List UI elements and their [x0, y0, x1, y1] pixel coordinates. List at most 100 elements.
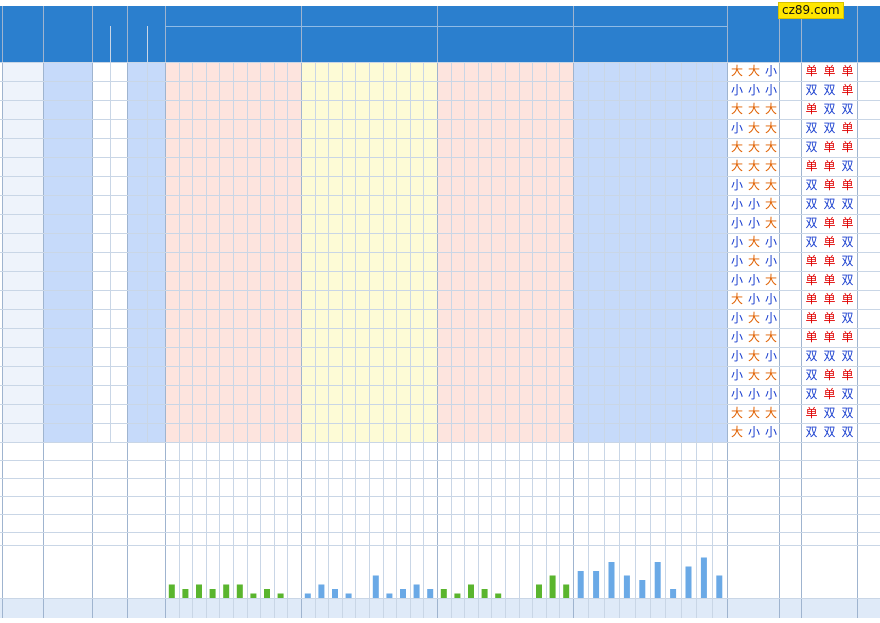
- digit-gridline: [260, 62, 262, 618]
- oddeven-char: 单: [805, 330, 818, 344]
- sum-value: [127, 176, 147, 195]
- draw-digit: [44, 271, 56, 290]
- p1-hit-digit: [192, 347, 206, 366]
- p3-digit-header: [450, 35, 464, 53]
- issue-number: [2, 157, 43, 176]
- p2-stat-bar: [332, 589, 338, 598]
- bigsmall-char: 大: [747, 368, 760, 382]
- bigsmall-char: 小: [764, 387, 777, 401]
- p3-stat-bar: [549, 575, 556, 598]
- row-gridline: [0, 328, 880, 329]
- bigsmall-char: 小: [747, 197, 760, 211]
- row-gridline: [0, 252, 880, 253]
- p3-stat-digit: [478, 599, 492, 617]
- oddeven-char: 双: [841, 387, 854, 401]
- p1-hit-digit: [233, 100, 247, 119]
- sum-value: [127, 309, 147, 328]
- bigsmall-char: 小: [730, 83, 743, 97]
- draw-digit: [63, 119, 75, 138]
- p1-stat-bar: [209, 589, 216, 598]
- bigsmall-char: 大: [747, 64, 760, 78]
- group-hit-digit: [574, 385, 588, 404]
- group-hit-digit: [574, 176, 588, 195]
- type-zu3-header-2: [92, 43, 110, 61]
- digit-gridline: [314, 62, 316, 618]
- bigsmall-ratio: [779, 176, 801, 195]
- p2-stat-label: [314, 570, 328, 584]
- row-gridline: [0, 460, 880, 461]
- span-value: [147, 309, 165, 328]
- group-hit-digit: [682, 119, 696, 138]
- draw-digit: [78, 119, 90, 138]
- sum-value: [127, 138, 147, 157]
- grp-stat-bar: [700, 557, 707, 598]
- group-hit-digit: [651, 157, 665, 176]
- draw-digit: [63, 252, 75, 271]
- digit-gridline: [409, 62, 411, 618]
- sum-value: [127, 100, 147, 119]
- digit-gridline: [192, 62, 194, 618]
- bigsmall-ratio: [779, 385, 801, 404]
- sum-value: [127, 347, 147, 366]
- oddeven-char: 双: [805, 235, 818, 249]
- digit-gridline: [680, 62, 682, 618]
- bigsmall-char: 小: [747, 387, 760, 401]
- draw-digit: [44, 290, 56, 309]
- bigsmall-ratio: [779, 309, 801, 328]
- bigsmall-char: 大: [764, 273, 777, 287]
- p3-digit-header: [437, 35, 451, 53]
- draw-digit: [63, 290, 75, 309]
- p3-stat-label: [491, 579, 505, 593]
- p2-digit-header: [382, 35, 396, 53]
- oddeven-char: 单: [805, 64, 818, 78]
- p3-hit-digit: [559, 138, 573, 157]
- p1-stat-digit: [287, 599, 301, 617]
- type-zu6-mark: [110, 423, 128, 442]
- sum-value: [127, 385, 147, 404]
- draw-digit: [44, 309, 56, 328]
- group-hit-digit: [635, 366, 649, 385]
- bigsmall-ratio: [779, 100, 801, 119]
- p1-hit-digit: [260, 62, 274, 81]
- p2-stat-label: [410, 570, 424, 584]
- digit-gridline: [246, 62, 248, 618]
- grp-stat-digit: [605, 599, 619, 617]
- p2-stat-digit: [396, 599, 410, 617]
- column-divider: [127, 6, 128, 618]
- p3-hit-digit: [532, 366, 546, 385]
- oddeven-char: 双: [805, 216, 818, 230]
- oddeven-char: 单: [823, 311, 836, 325]
- draw-digit: [44, 385, 56, 404]
- type-zu3-mark: [92, 404, 110, 423]
- issue-number: [2, 119, 43, 138]
- p3-hit-digit: [546, 404, 560, 423]
- p2-hit-digit: [410, 404, 424, 423]
- p1-hit-digit: [206, 309, 220, 328]
- brand-badge[interactable]: cz89.com: [778, 2, 844, 19]
- p1-digit-header: [260, 35, 274, 53]
- sum-value: [127, 119, 147, 138]
- oddeven-char: 单: [823, 235, 836, 249]
- issue-number: [2, 271, 43, 290]
- p2-hit-digit: [328, 195, 342, 214]
- grp-stat-label: [666, 574, 680, 588]
- p3-hit-digit: [546, 195, 560, 214]
- bigsmall-char: 小: [747, 425, 760, 439]
- p3-hit-digit: [464, 252, 478, 271]
- draw-digit: [44, 233, 56, 252]
- grp-digit-header: [605, 35, 619, 53]
- grp-stat-bar: [685, 566, 692, 598]
- row-gridline: [0, 119, 880, 120]
- oddeven-char: 单: [823, 273, 836, 287]
- bigsmall-ratio: [779, 271, 801, 290]
- bigsmall-char: 大: [764, 140, 777, 154]
- bigsmall-char: 小: [730, 254, 743, 268]
- oddeven-char: 双: [841, 254, 854, 268]
- issue-number: [2, 290, 43, 309]
- span-value: [147, 214, 165, 233]
- type-zu3-mark: [92, 195, 110, 214]
- group-repeat-digit: [691, 366, 703, 385]
- group-hit-digit: [697, 195, 711, 214]
- group-hit-digit: [651, 252, 665, 271]
- bigsmall-char: 大: [747, 159, 760, 173]
